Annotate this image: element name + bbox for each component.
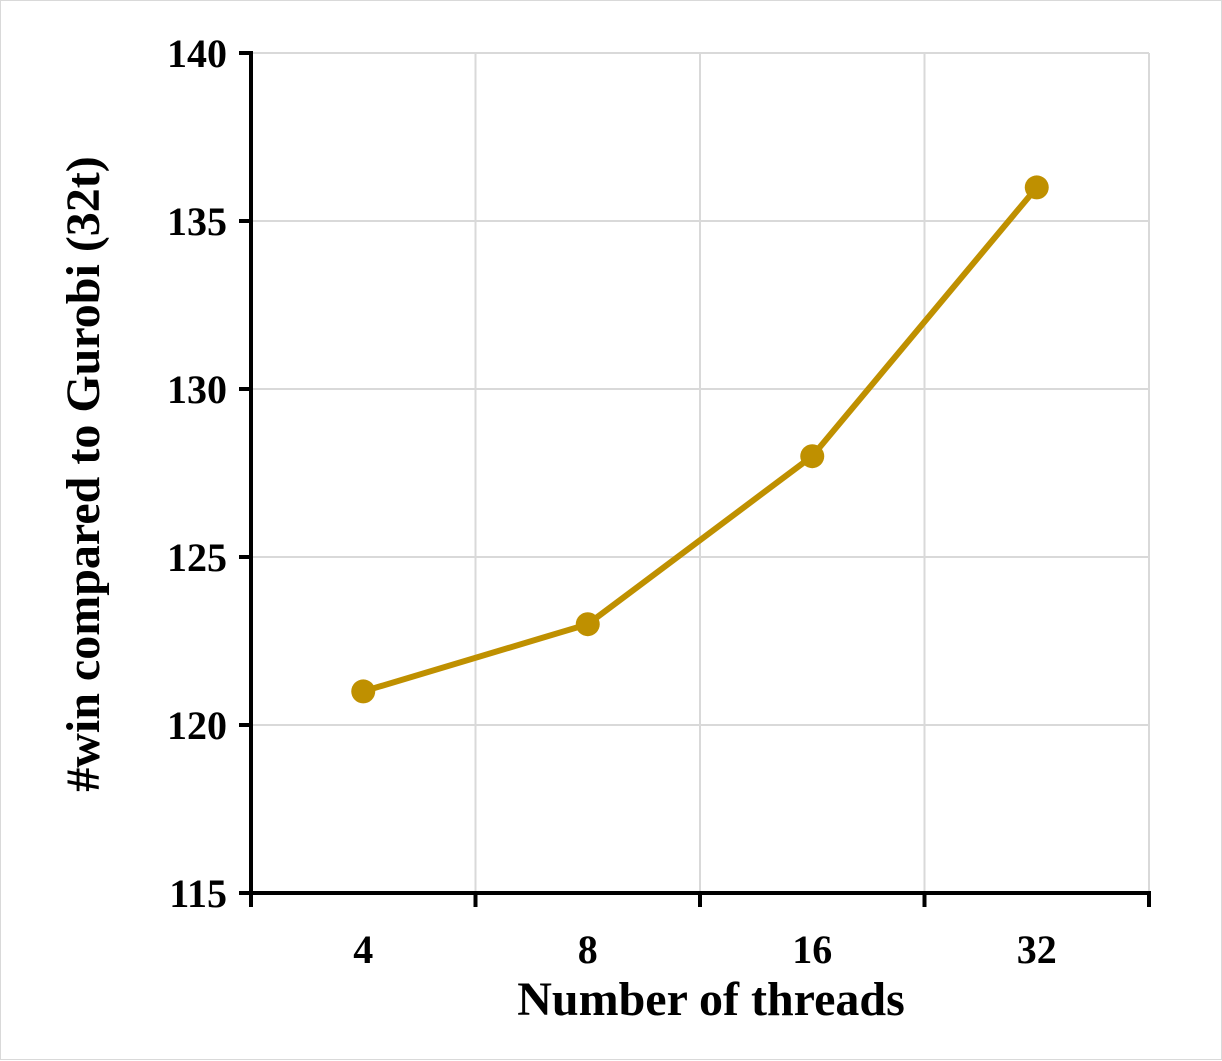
tick-labels: 115 120 125 130 135 140 4 8 16 32 (167, 31, 1057, 972)
gridlines (251, 52, 1150, 893)
x-axis-title: Number of threads (517, 973, 905, 1026)
x-tick-label: 8 (578, 927, 598, 972)
data-point (351, 679, 376, 704)
data-point (1024, 175, 1049, 200)
series-line (360, 184, 1040, 695)
series (351, 175, 1049, 704)
data-point (800, 444, 825, 469)
y-tick-label: 135 (167, 199, 227, 244)
y-axis-title: #win compared to Gurobi (32t) (57, 156, 110, 792)
y-tick-label: 125 (167, 535, 227, 580)
x-tick-label: 4 (353, 927, 373, 972)
axes (239, 51, 1151, 907)
data-point (575, 612, 600, 637)
y-tick-label: 140 (167, 31, 227, 76)
x-tick-label: 16 (792, 927, 832, 972)
y-tick-label: 130 (167, 367, 227, 412)
y-tick-label: 120 (167, 703, 227, 748)
x-tick-label: 32 (1017, 927, 1057, 972)
y-tick-label: 115 (169, 871, 227, 916)
